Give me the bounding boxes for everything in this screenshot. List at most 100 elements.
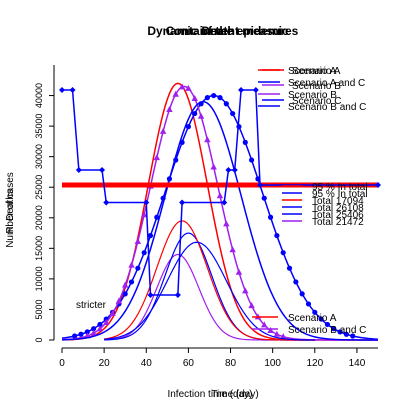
data-point [223,101,229,107]
legend-label: Total 17094 [312,196,364,207]
legend-label: Scenario B [288,90,337,101]
legend-label: Scenario A and C [288,78,365,89]
legend-label: 95 % In total [312,189,368,200]
y-axis-label-r: R [5,226,16,233]
data-point [267,326,274,333]
data-point [72,333,78,339]
data-point [147,232,154,239]
data-point [122,281,129,288]
series-line-scenario-b-and-c [61,100,379,341]
y-tick-label: 10000 [34,266,44,291]
data-point [252,87,259,93]
y-tick-label: 30000 [34,144,44,169]
data-point [166,106,173,113]
data-point [324,321,331,328]
legend-label: Total 21472 [312,217,364,228]
y-axis-label-cases: Number of cases [5,172,16,248]
x-axis-label-infection: Infection time (day) [167,389,252,400]
data-point [91,326,97,332]
data-point [75,167,82,173]
data-point [128,279,135,285]
x-tick-label: 60 [183,358,195,369]
data-point [337,329,343,335]
data-point [225,167,232,173]
data-point [286,265,293,271]
legend-label: 95 % In total [312,182,368,193]
legend-label: Scenario A [292,66,341,77]
x-tick-label: 100 [264,358,281,369]
data-point [223,220,230,227]
y-axis-label-deaths: Deaths [5,189,16,221]
legend-label: Scenario C [292,96,341,107]
data-point [204,95,210,101]
x-tick-label: 20 [99,358,111,369]
data-point [343,331,349,337]
data-point [350,333,356,339]
data-point [78,331,84,337]
legend-label: Scenario B [292,81,341,92]
data-point [293,279,299,285]
x-tick-label: 80 [225,358,237,369]
data-point [141,250,147,256]
legend-label: Scenario B and C [288,325,366,336]
data-point [115,297,123,304]
data-point [96,325,104,332]
data-point [299,291,305,297]
data-point [128,261,135,268]
data-point [178,83,186,90]
data-point [318,316,324,322]
death-curve [104,241,315,341]
y-tick-label: 35000 [34,114,44,139]
data-point [99,167,106,173]
x-tick-label: 140 [349,358,366,369]
data-point [231,167,238,173]
data-point [97,321,103,328]
data-point [242,139,248,145]
legend-label: Scenario A [288,66,337,77]
data-point [69,87,76,93]
data-point [229,246,236,253]
data-point [143,199,150,206]
data-point [174,292,181,298]
y-tick-label: 0 [34,337,44,342]
data-point [192,110,198,117]
data-point [109,309,116,316]
data-point [122,291,128,297]
data-point [210,163,217,170]
data-point [159,127,167,134]
y-tick-label: 15000 [34,236,44,261]
data-point [261,195,267,201]
chart-title-containment: Containment measures [166,24,299,38]
data-point [248,302,255,309]
chart-title-epidemic: Dynamic of the epidemic [147,24,289,38]
data-point [280,333,287,340]
data-point [135,265,141,271]
x-axis-label-time: Time (day) [211,389,258,400]
data-point [103,319,110,326]
data-point [238,87,245,93]
data-point [267,214,274,220]
data-point [204,136,211,143]
data-point [274,232,280,239]
x-tick-label: 0 [59,358,65,369]
plot-area [59,82,381,341]
containment-line-scenario-c [62,89,378,296]
chart-title-death: Death [201,24,234,38]
data-point [331,326,337,332]
data-point [230,110,236,117]
legend-label: Total 26108 [312,203,364,214]
annotation-stricter: stricter [76,300,107,311]
data-point [140,211,148,218]
data-point [375,182,381,188]
axes: 0 20 40 60 80 100 120 140 0 5000 10000 15000 20000 25… [34,65,378,369]
data-point [261,321,268,328]
data-point [257,182,264,188]
death-curve [104,220,315,341]
data-point [305,301,312,307]
legend-label: Scenario A [288,313,337,324]
data-point [211,92,217,99]
data-point [191,94,198,101]
data-point [153,154,160,161]
